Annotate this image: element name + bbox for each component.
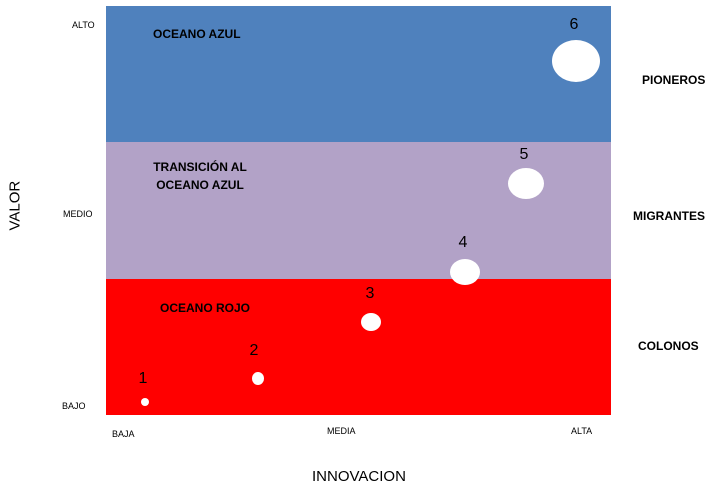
bubble-1 xyxy=(141,398,149,406)
x-tick-media: MEDIA xyxy=(327,426,356,436)
bubble-5-label: 5 xyxy=(519,146,529,163)
y-axis-title: VALOR xyxy=(6,180,24,231)
bubble-3 xyxy=(361,313,381,331)
transicion-label-line1: TRANSICIÓN AL xyxy=(153,160,247,174)
y-tick-alto: ALTO xyxy=(72,20,95,30)
category-migrantes: MIGRANTES xyxy=(633,209,705,223)
oceano-azul-label: OCEANO AZUL xyxy=(153,27,241,41)
oceano-rojo-band xyxy=(106,279,611,415)
x-tick-alta: ALTA xyxy=(571,426,593,436)
y-tick-medio: MEDIO xyxy=(63,209,93,219)
bubble-6 xyxy=(552,40,600,82)
transicion-band xyxy=(106,142,611,279)
bubble-2 xyxy=(252,372,264,385)
bubble-6-label: 6 xyxy=(569,16,579,33)
oceano-rojo-label: OCEANO ROJO xyxy=(160,301,251,315)
bubble-5 xyxy=(508,168,544,199)
bubble-1-label: 1 xyxy=(138,370,148,387)
category-pioneros: PIONEROS xyxy=(642,73,706,87)
oceano-azul-band xyxy=(106,6,611,142)
bubble-2-label: 2 xyxy=(249,342,259,359)
bubble-4 xyxy=(450,259,480,285)
transicion-label: TRANSICIÓN AL OCEANO AZUL xyxy=(140,158,260,194)
transicion-label-line2: OCEANO AZUL xyxy=(156,178,244,192)
x-tick-baja: BAJA xyxy=(112,429,135,439)
x-axis-title: INNOVACION xyxy=(312,468,406,485)
bubble-4-label: 4 xyxy=(458,234,468,251)
y-tick-bajo: BAJO xyxy=(62,401,86,411)
bubble-3-label: 3 xyxy=(365,285,375,302)
category-colonos: COLONOS xyxy=(638,339,699,353)
